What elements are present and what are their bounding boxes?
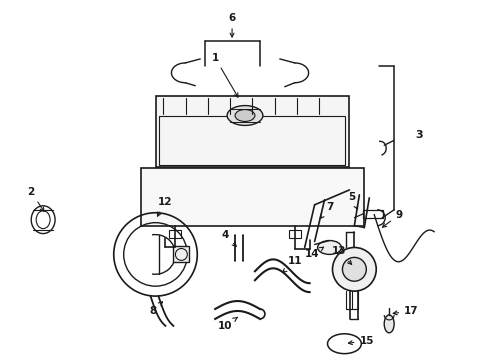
Text: 2: 2 xyxy=(27,187,44,211)
Bar xyxy=(141,168,365,226)
Text: 17: 17 xyxy=(393,306,419,316)
Text: 8: 8 xyxy=(149,302,163,316)
Text: 16: 16 xyxy=(0,359,1,360)
Text: 9: 9 xyxy=(383,210,403,227)
Text: 1: 1 xyxy=(212,53,238,97)
Ellipse shape xyxy=(235,109,255,121)
Text: 12: 12 xyxy=(157,197,172,216)
Bar xyxy=(289,230,301,238)
Text: 11: 11 xyxy=(283,256,302,273)
Ellipse shape xyxy=(333,247,376,291)
Ellipse shape xyxy=(384,315,394,333)
Text: 6: 6 xyxy=(228,13,236,37)
Text: 10: 10 xyxy=(218,317,238,331)
Ellipse shape xyxy=(318,240,342,255)
Bar xyxy=(155,96,349,167)
Text: 7: 7 xyxy=(320,202,333,219)
Bar xyxy=(159,116,345,165)
Ellipse shape xyxy=(343,257,367,281)
Text: 14: 14 xyxy=(305,247,323,260)
Bar xyxy=(173,247,189,262)
Bar xyxy=(363,210,383,218)
Text: 3: 3 xyxy=(415,130,423,140)
Text: 15: 15 xyxy=(348,336,374,346)
Bar xyxy=(170,230,181,238)
Text: 5: 5 xyxy=(348,192,358,209)
Text: 4: 4 xyxy=(221,230,236,247)
Text: 13: 13 xyxy=(332,247,352,264)
Ellipse shape xyxy=(227,105,263,125)
